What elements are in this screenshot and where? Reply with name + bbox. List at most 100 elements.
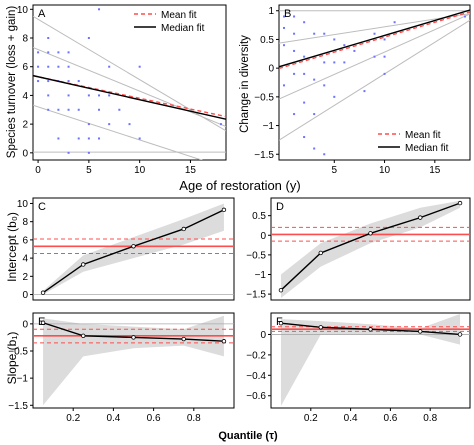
data-point bbox=[47, 80, 50, 83]
data-point bbox=[293, 72, 296, 75]
quantile-estimate-point bbox=[181, 226, 186, 232]
data-point bbox=[57, 51, 60, 54]
data-point bbox=[67, 94, 70, 97]
y-tick-label: 2 bbox=[22, 272, 28, 283]
y-tick-label: 1 bbox=[268, 6, 274, 17]
data-point bbox=[313, 113, 316, 116]
data-point bbox=[293, 15, 296, 18]
quantile-estimate-point bbox=[418, 329, 423, 334]
y-tick-label: −0.4 bbox=[246, 371, 266, 382]
data-point bbox=[47, 37, 50, 40]
panel-label-d: D bbox=[276, 201, 284, 213]
panel-label-c: C bbox=[38, 201, 46, 213]
y-tick-label: 0.5 bbox=[252, 211, 266, 222]
y-tick-label: 8 bbox=[22, 217, 28, 228]
y-axis-label-intercept: Intercept (b₀) bbox=[5, 212, 19, 282]
data-point bbox=[373, 55, 376, 58]
x-tick-label: 10 bbox=[134, 165, 146, 176]
confidence-band bbox=[280, 200, 461, 299]
y-tick-label: 6 bbox=[22, 235, 28, 246]
x-tick-label: 0.4 bbox=[344, 413, 358, 424]
data-point bbox=[98, 8, 101, 11]
plot-area bbox=[33, 8, 226, 160]
data-point bbox=[67, 151, 70, 154]
y-tick-label: −0.2 bbox=[246, 350, 266, 361]
x-tick-label: 0.6 bbox=[147, 413, 161, 424]
y-tick-label: 2 bbox=[22, 120, 28, 131]
data-point bbox=[283, 44, 286, 47]
data-point bbox=[47, 51, 50, 54]
confidence-band bbox=[280, 314, 461, 406]
plot-area bbox=[33, 315, 234, 406]
data-point bbox=[383, 38, 386, 41]
data-point bbox=[343, 61, 346, 64]
data-point bbox=[108, 94, 111, 97]
data-point bbox=[87, 37, 90, 40]
quantile-fit-line bbox=[279, 13, 470, 44]
data-point bbox=[313, 147, 316, 150]
legend-mean-label: Mean fit bbox=[405, 130, 441, 141]
data-point bbox=[363, 90, 366, 93]
data-point bbox=[77, 108, 80, 111]
y-tick-label: −1 bbox=[263, 121, 275, 132]
y-axis-label-slope: Slope (b₁) bbox=[5, 332, 19, 385]
data-point bbox=[87, 123, 90, 126]
data-point bbox=[138, 137, 141, 140]
quantile-estimate-point bbox=[81, 333, 86, 338]
y-tick-label: 0 bbox=[22, 148, 28, 159]
y-tick-label: 6 bbox=[22, 62, 28, 73]
data-point bbox=[323, 153, 326, 156]
quantile-estimate-point bbox=[181, 336, 186, 342]
quantile-estimate-point bbox=[131, 335, 136, 340]
y-tick-label: 4 bbox=[22, 91, 28, 102]
panel-e: E −1.5 −1 −0.5 0 0.2 0.4 0.6 0.8 bbox=[8, 312, 235, 424]
y-tick-label: −0.6 bbox=[246, 391, 266, 402]
panel-label-e: E bbox=[38, 316, 45, 328]
data-point bbox=[293, 49, 296, 52]
y-tick-label: 8 bbox=[22, 34, 28, 45]
y-tick-label: 4 bbox=[22, 254, 28, 265]
data-point bbox=[323, 84, 326, 87]
y-tick-label: 10 bbox=[17, 199, 29, 210]
quantile-estimate-point bbox=[221, 207, 227, 213]
data-point bbox=[128, 123, 131, 126]
data-point bbox=[393, 21, 396, 24]
data-point bbox=[323, 32, 326, 35]
data-point bbox=[57, 137, 60, 140]
y-tick-label: −0.5 bbox=[254, 92, 274, 103]
data-point bbox=[87, 151, 90, 154]
data-point bbox=[87, 137, 90, 140]
panel-label-a: A bbox=[38, 8, 46, 20]
y-tick-label: −1.5 bbox=[246, 290, 266, 301]
x-tick-label: 5 bbox=[332, 165, 338, 176]
plot-area bbox=[271, 200, 470, 299]
panel-label-b: B bbox=[284, 8, 291, 20]
plot-frame bbox=[278, 4, 471, 161]
quantile-estimate-point bbox=[368, 327, 373, 332]
data-point bbox=[219, 123, 222, 126]
y-tick-label: −1 bbox=[255, 270, 267, 281]
data-point bbox=[47, 108, 50, 111]
data-point bbox=[323, 61, 326, 64]
quantile-estimate-point bbox=[81, 262, 86, 267]
data-point bbox=[67, 65, 70, 68]
x-tick-label: 0.4 bbox=[106, 413, 120, 424]
data-point bbox=[333, 61, 336, 64]
x-tick-label: 0.8 bbox=[187, 413, 201, 424]
data-point bbox=[47, 94, 50, 97]
data-point bbox=[283, 15, 286, 18]
median-fit-line bbox=[279, 9, 470, 68]
panel-f: F −0.6 −0.4 −0.2 0 0.2 0.4 0.6 0.8 bbox=[246, 312, 471, 424]
mean-fit-line bbox=[279, 11, 470, 70]
quantile-estimate-point bbox=[418, 215, 423, 220]
y-tick-label: 0.5 bbox=[260, 35, 274, 46]
y-tick-label: 0 bbox=[22, 290, 28, 301]
data-point bbox=[108, 123, 111, 126]
data-point bbox=[98, 137, 101, 140]
panel-d: D −1.5 −1 −0.5 0 0.5 bbox=[246, 197, 471, 301]
quantile-estimate-point bbox=[368, 231, 373, 236]
x-tick-label: 15 bbox=[429, 165, 441, 176]
median-fit-line bbox=[33, 74, 226, 120]
x-tick-label: 10 bbox=[379, 165, 391, 176]
